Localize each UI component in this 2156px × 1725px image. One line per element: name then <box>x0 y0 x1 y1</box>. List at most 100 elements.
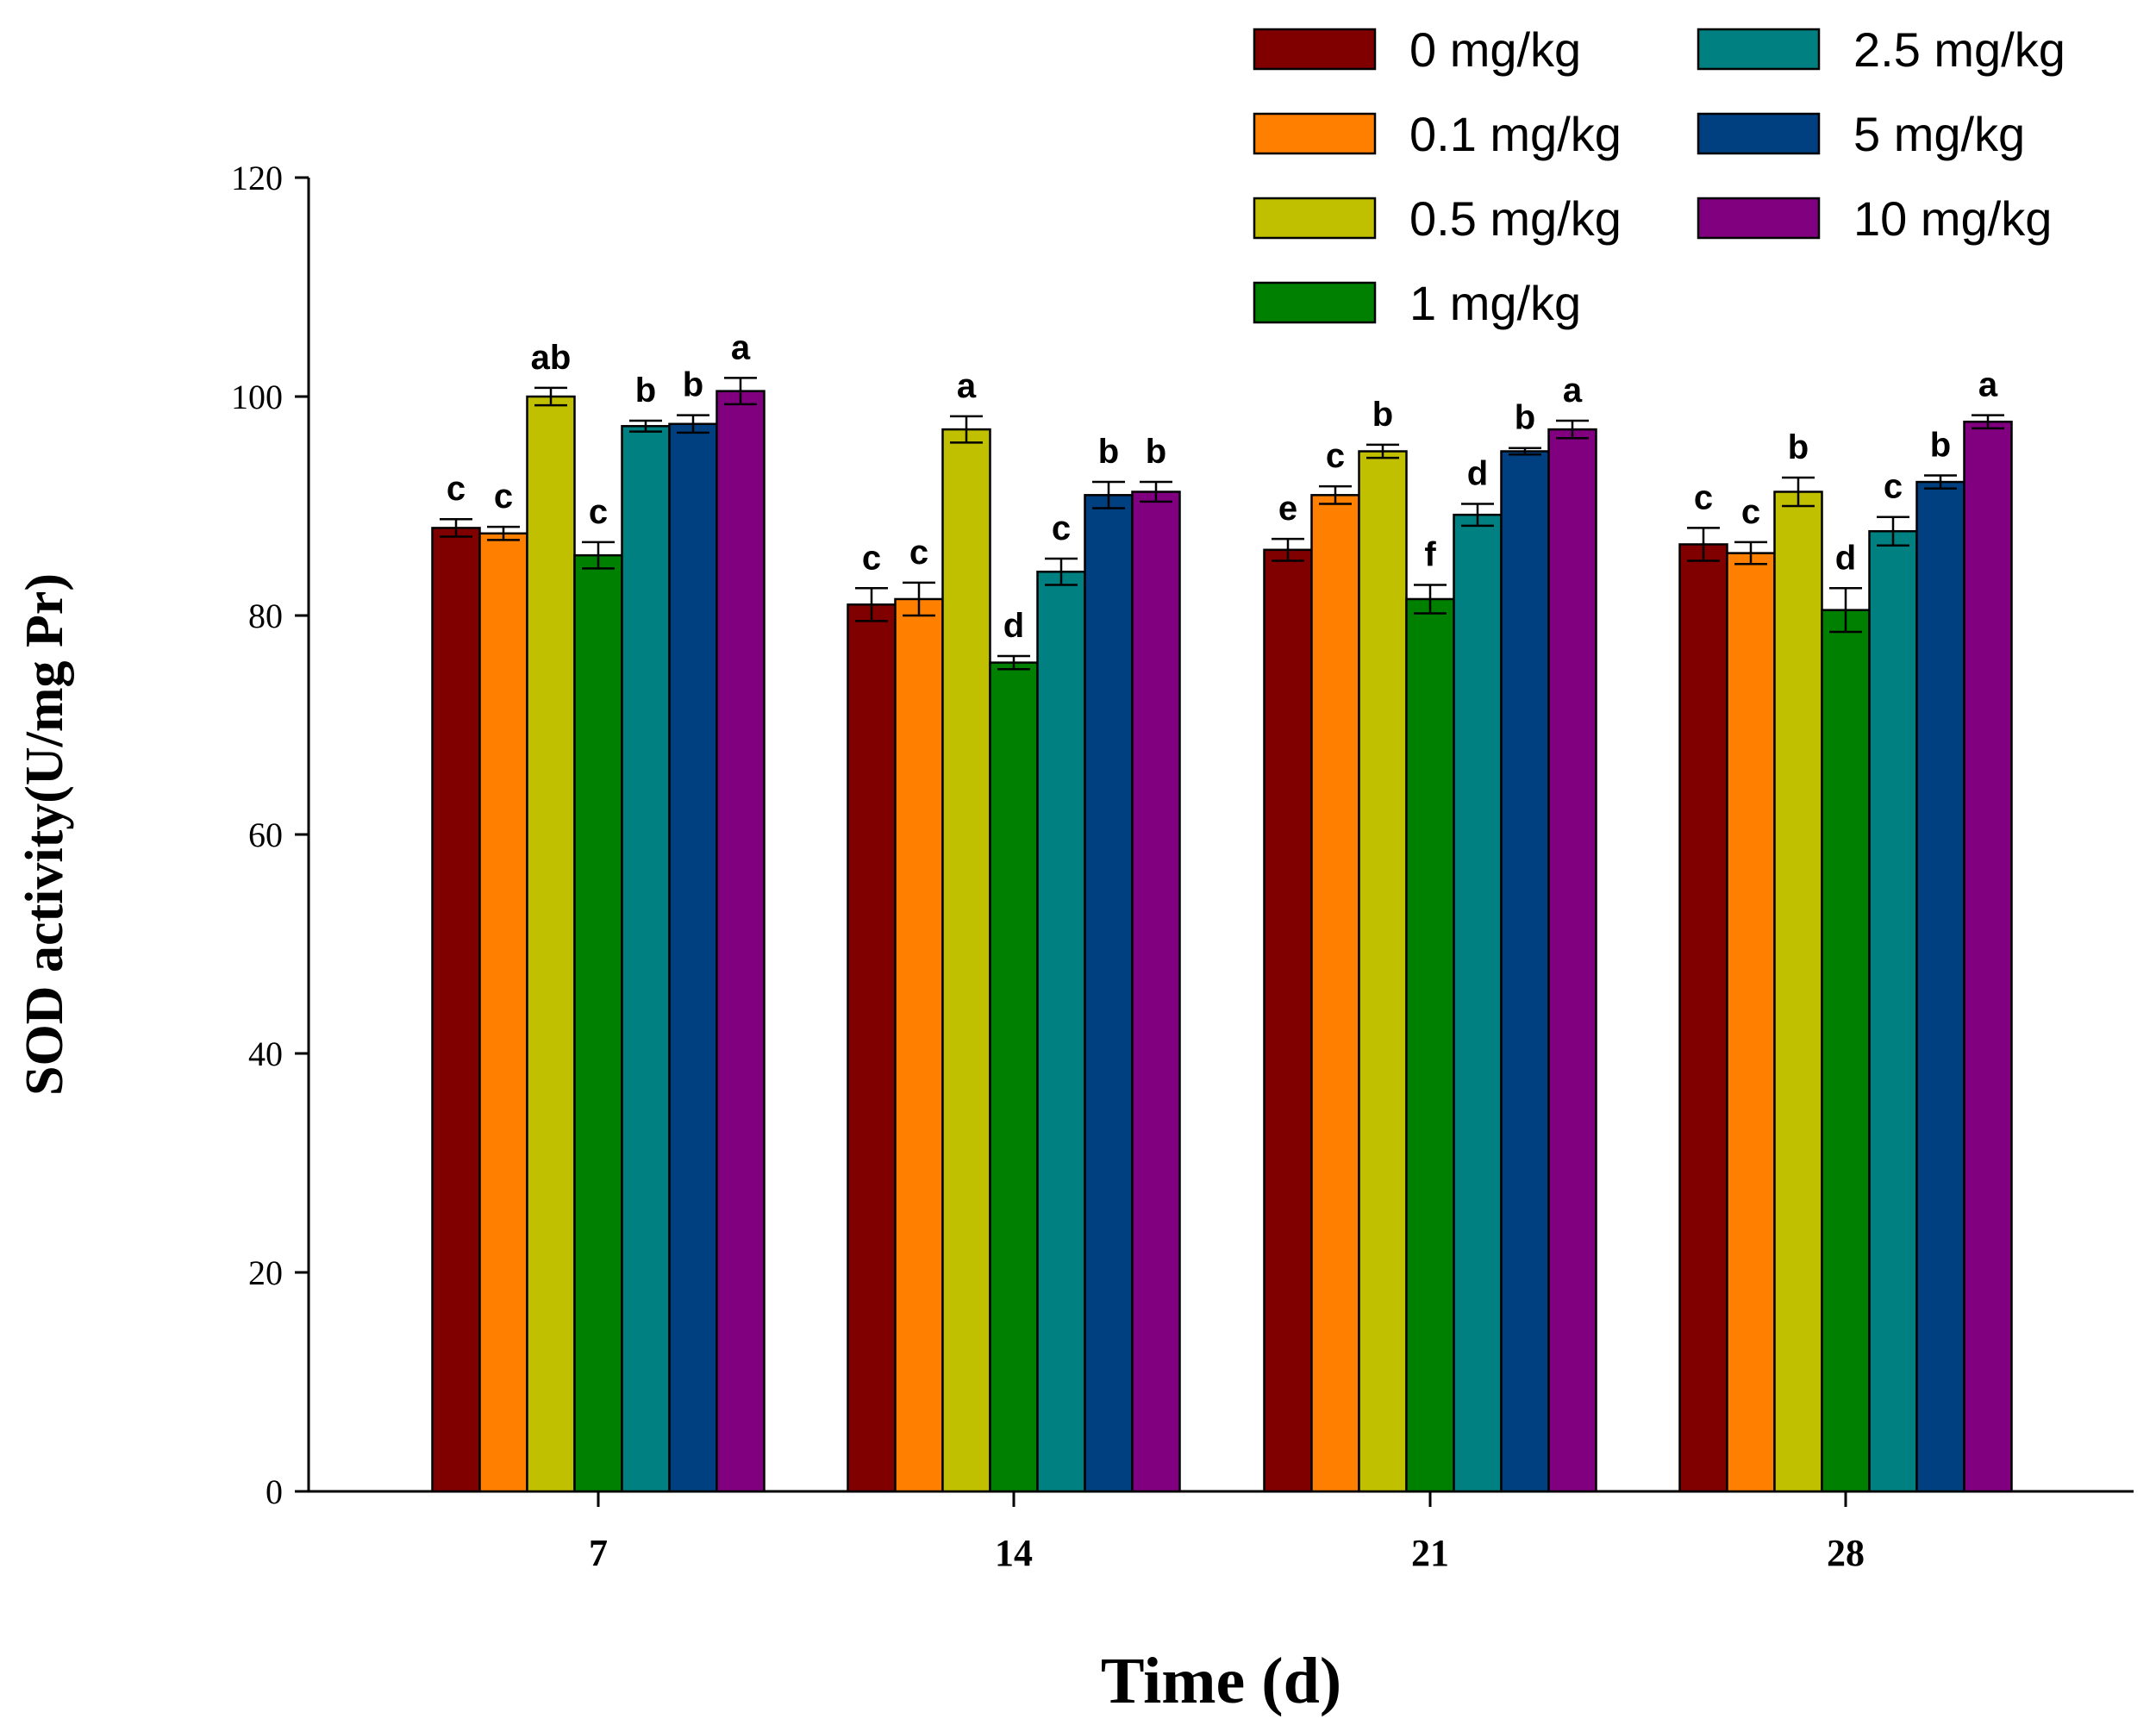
bar <box>1310 494 1360 1493</box>
error-bar <box>534 386 567 407</box>
y-tick-label: 80 <box>248 597 283 635</box>
significance-label: c <box>1741 493 1760 531</box>
significance-label: c <box>1326 437 1345 475</box>
legend-swatch <box>1697 112 1821 155</box>
bar <box>478 532 528 1493</box>
y-tick-label: 40 <box>248 1034 283 1073</box>
bar <box>1405 597 1455 1493</box>
axes: SOD activity(U/mg Pr) Time (d) 0 20 40 60 80… <box>16 159 2134 1717</box>
y-tick-label: 0 <box>266 1472 283 1511</box>
bar <box>1263 548 1313 1493</box>
y-axis-title: SOD activity(U/mg Pr) <box>16 573 74 1096</box>
significance-label: e <box>1278 490 1297 528</box>
significance-label: f <box>1424 535 1436 573</box>
y-tick-label: 60 <box>248 816 283 854</box>
error-bar <box>1924 474 1957 490</box>
x-tick-label: 21 <box>1411 1532 1449 1574</box>
bar <box>621 425 671 1493</box>
significance-label: a <box>1563 372 1583 409</box>
bar <box>1453 513 1503 1493</box>
legend-label: 0 mg/kg <box>1409 22 1581 77</box>
legend-label: 10 mg/kg <box>1853 191 2052 246</box>
significance-label: b <box>683 366 703 404</box>
significance-label: b <box>1788 428 1809 466</box>
y-tick-label: 120 <box>231 159 283 197</box>
bar <box>1963 420 2013 1493</box>
legend-label: 5 mg/kg <box>1853 107 2025 161</box>
legend-label: 0.5 mg/kg <box>1409 191 1622 246</box>
error-bar <box>855 587 888 622</box>
error-bar <box>1045 557 1078 586</box>
significance-label: c <box>909 534 928 572</box>
bar <box>1084 494 1134 1493</box>
significance-label: c <box>447 470 466 508</box>
error-bar <box>1140 480 1172 503</box>
significance-label: d <box>1835 539 1856 577</box>
legend-swatch <box>1697 28 1821 71</box>
error-bar <box>1877 516 1909 547</box>
bar <box>526 395 576 1493</box>
y-tick-label: 100 <box>231 378 283 416</box>
bar <box>894 597 944 1493</box>
significance-label: c <box>1884 468 1903 506</box>
error-bar <box>1414 584 1447 615</box>
error-bar <box>1829 587 1862 634</box>
error-bar <box>1366 443 1399 459</box>
bar <box>431 527 481 1493</box>
significance-label: ab <box>531 339 572 377</box>
x-tick-label: 14 <box>995 1532 1033 1574</box>
significance-label: c <box>1694 478 1713 516</box>
error-bar <box>1782 476 1815 508</box>
legend-swatch <box>1253 281 1377 324</box>
significance-label: c <box>862 539 881 577</box>
significance-label: a <box>957 367 977 405</box>
legend-label: 0.1 mg/kg <box>1409 107 1622 161</box>
significance-label: d <box>1003 607 1024 645</box>
significance-label: c <box>1052 509 1071 547</box>
significance-label: b <box>1146 433 1166 471</box>
bar <box>1036 570 1086 1493</box>
bar <box>1678 543 1728 1493</box>
error-bar <box>1556 419 1589 440</box>
bar <box>1726 552 1776 1493</box>
error-bar <box>440 517 472 538</box>
bar <box>1358 450 1408 1493</box>
error-bar <box>997 654 1030 671</box>
significance-label: c <box>494 478 513 516</box>
significance-label: c <box>589 493 608 531</box>
error-bar <box>903 581 935 617</box>
significance-label: b <box>1515 399 1535 437</box>
bar <box>668 422 718 1493</box>
significance-label: b <box>1372 396 1393 434</box>
legend-swatch <box>1253 28 1377 71</box>
bar <box>1821 609 1871 1493</box>
error-bar <box>582 541 615 570</box>
error-bar <box>1509 447 1541 456</box>
bar <box>573 553 623 1493</box>
x-tick-label: 28 <box>1827 1532 1865 1574</box>
bar <box>1868 529 1918 1493</box>
bar <box>1773 491 1823 1493</box>
significance-label: a <box>731 328 751 366</box>
bar <box>716 390 766 1493</box>
x-tick-label: 7 <box>589 1532 608 1574</box>
significance-label: d <box>1467 454 1488 492</box>
legend-swatch <box>1253 197 1377 240</box>
significance-label: a <box>1978 366 1998 404</box>
significance-label: b <box>1098 433 1119 471</box>
error-bar <box>1972 414 2004 430</box>
legend-swatch <box>1253 112 1377 155</box>
bar <box>989 661 1039 1493</box>
bar <box>1547 428 1597 1493</box>
bar <box>1915 480 1965 1493</box>
legend-swatch <box>1697 197 1821 240</box>
error-bar <box>724 377 757 406</box>
significance-label: b <box>1930 426 1951 464</box>
error-bar <box>1272 537 1304 562</box>
legend-label: 2.5 mg/kg <box>1853 22 2065 77</box>
error-bar <box>629 419 662 433</box>
error-bar <box>1734 541 1767 566</box>
significance-label: b <box>635 372 656 409</box>
